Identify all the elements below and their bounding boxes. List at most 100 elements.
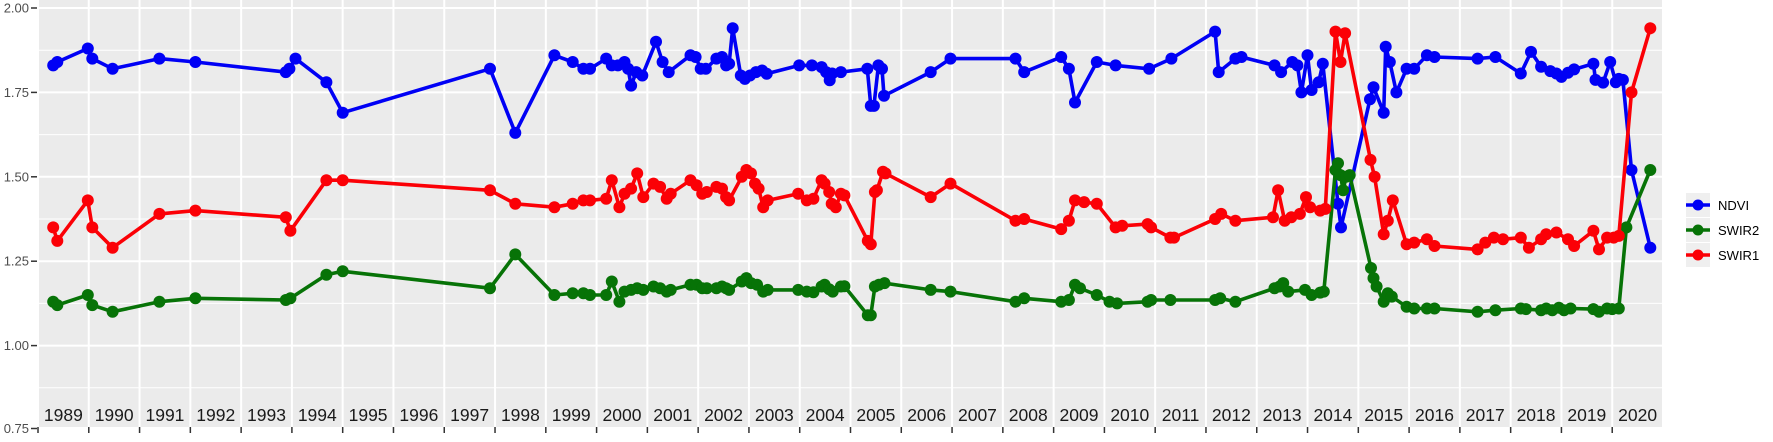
- data-point-swir2: [613, 295, 626, 308]
- y-axis-tick-label: 0.75: [4, 421, 29, 436]
- data-point-ndvi: [1377, 106, 1390, 119]
- x-axis-year-label: 2012: [1212, 405, 1251, 425]
- x-axis-year-label: 1993: [247, 405, 286, 425]
- legend-item-swir1: SWIR1: [1686, 243, 1759, 267]
- data-point-swir1: [605, 174, 618, 187]
- data-point-swir1: [1368, 170, 1381, 183]
- data-point-ndvi: [944, 52, 957, 65]
- data-point-swir1: [723, 194, 736, 207]
- data-point-swir2: [1018, 292, 1031, 305]
- data-point-swir1: [509, 197, 522, 210]
- data-point-ndvi: [1335, 221, 1347, 234]
- data-point-ndvi: [86, 52, 99, 65]
- data-point-swir1: [1090, 197, 1103, 210]
- legend-label: SWIR1: [1718, 247, 1760, 263]
- data-point-ndvi: [1616, 73, 1629, 86]
- data-point-swir1: [792, 187, 805, 200]
- data-point-swir2: [484, 282, 496, 295]
- data-point-swir1: [1377, 228, 1390, 241]
- data-point-swir1: [807, 192, 820, 205]
- data-point-ndvi: [1428, 51, 1441, 63]
- x-axis-year-label: 1992: [196, 405, 235, 425]
- data-point-swir1: [1168, 231, 1180, 244]
- data-point-swir1: [1018, 213, 1031, 225]
- data-point-swir2: [944, 285, 957, 298]
- y-axis-tick-label: 1.75: [4, 85, 29, 100]
- data-point-swir2: [1282, 285, 1295, 298]
- x-axis-tick-marks: [37, 427, 1613, 433]
- data-point-swir1: [631, 167, 644, 180]
- data-point-swir2: [761, 283, 774, 296]
- data-point-ndvi: [1332, 197, 1344, 210]
- data-point-swir1: [664, 187, 677, 200]
- y-axis-tick-label: 1.50: [4, 169, 29, 184]
- data-point-swir1: [320, 174, 333, 187]
- data-point-ndvi: [1390, 86, 1403, 99]
- data-point-swir2: [1428, 302, 1441, 315]
- data-point-ndvi: [1069, 96, 1081, 109]
- data-point-ndvi: [336, 106, 349, 119]
- data-point-swir1: [1428, 240, 1441, 252]
- x-axis-year-label: 2005: [856, 405, 895, 425]
- data-point-swir2: [1370, 280, 1383, 293]
- data-point-ndvi: [793, 59, 806, 72]
- y-axis-tick-label: 1.25: [4, 254, 29, 269]
- data-point-swir1: [829, 201, 842, 214]
- data-point-ndvi: [1489, 51, 1502, 63]
- data-point-swir1: [51, 234, 64, 247]
- data-point-swir1: [1215, 207, 1228, 220]
- data-point-swir1: [189, 204, 202, 217]
- data-point-swir1: [47, 221, 60, 234]
- data-point-swir2: [1471, 305, 1484, 318]
- data-point-swir1: [284, 224, 297, 237]
- data-point-ndvi: [625, 79, 638, 92]
- data-point-ndvi: [1018, 66, 1031, 79]
- data-point-ndvi: [723, 57, 736, 70]
- x-axis-year-label: 1998: [501, 405, 540, 425]
- data-point-ndvi: [1143, 62, 1156, 75]
- data-point-ndvi: [1209, 25, 1222, 38]
- data-point-swir1: [548, 201, 561, 214]
- data-point-swir2: [566, 287, 579, 300]
- data-point-swir1: [745, 167, 757, 180]
- data-point-swir1: [1381, 214, 1394, 227]
- data-point-ndvi: [1367, 81, 1380, 94]
- data-point-swir2: [637, 283, 650, 296]
- data-point-swir2: [320, 268, 333, 281]
- data-point-swir1: [1386, 194, 1399, 207]
- data-point-swir1: [1062, 214, 1075, 227]
- data-point-swir2: [1062, 294, 1075, 306]
- data-point-ndvi: [760, 67, 773, 80]
- data-point-swir1: [1329, 25, 1342, 38]
- data-point-swir2: [51, 299, 64, 312]
- data-point-swir1: [81, 194, 94, 207]
- x-axis-year-label: 2014: [1313, 405, 1352, 425]
- data-point-ndvi: [924, 66, 937, 79]
- data-point-swir2: [86, 299, 99, 312]
- data-point-swir2: [1644, 164, 1657, 176]
- data-point-swir2: [1074, 282, 1086, 295]
- x-axis-year-label: 1990: [95, 405, 134, 425]
- data-point-ndvi: [1165, 52, 1178, 65]
- x-axis-year-label: 2020: [1618, 405, 1657, 425]
- x-axis-year-label: 2016: [1415, 405, 1454, 425]
- series-swir2: [47, 157, 1657, 322]
- data-point-ndvi: [1525, 45, 1537, 58]
- data-point-swir1: [1514, 231, 1527, 244]
- data-point-ndvi: [283, 62, 296, 75]
- x-axis-year-label: 2001: [653, 405, 692, 425]
- x-axis-year-label: 2009: [1060, 405, 1099, 425]
- data-point-swir2: [1408, 302, 1421, 315]
- data-point-swir1: [1300, 191, 1312, 204]
- data-point-swir1: [864, 238, 877, 251]
- data-point-swir2: [864, 309, 877, 322]
- x-axis-year-label: 2018: [1517, 405, 1556, 425]
- data-point-ndvi: [51, 56, 64, 68]
- data-point-swir1: [1540, 228, 1553, 241]
- data-point-ndvi: [1364, 93, 1376, 106]
- data-point-swir2: [1564, 302, 1577, 315]
- legend-key-swir2-icon: [1686, 218, 1710, 242]
- data-point-swir1: [752, 182, 765, 195]
- data-point-ndvi: [1291, 59, 1304, 72]
